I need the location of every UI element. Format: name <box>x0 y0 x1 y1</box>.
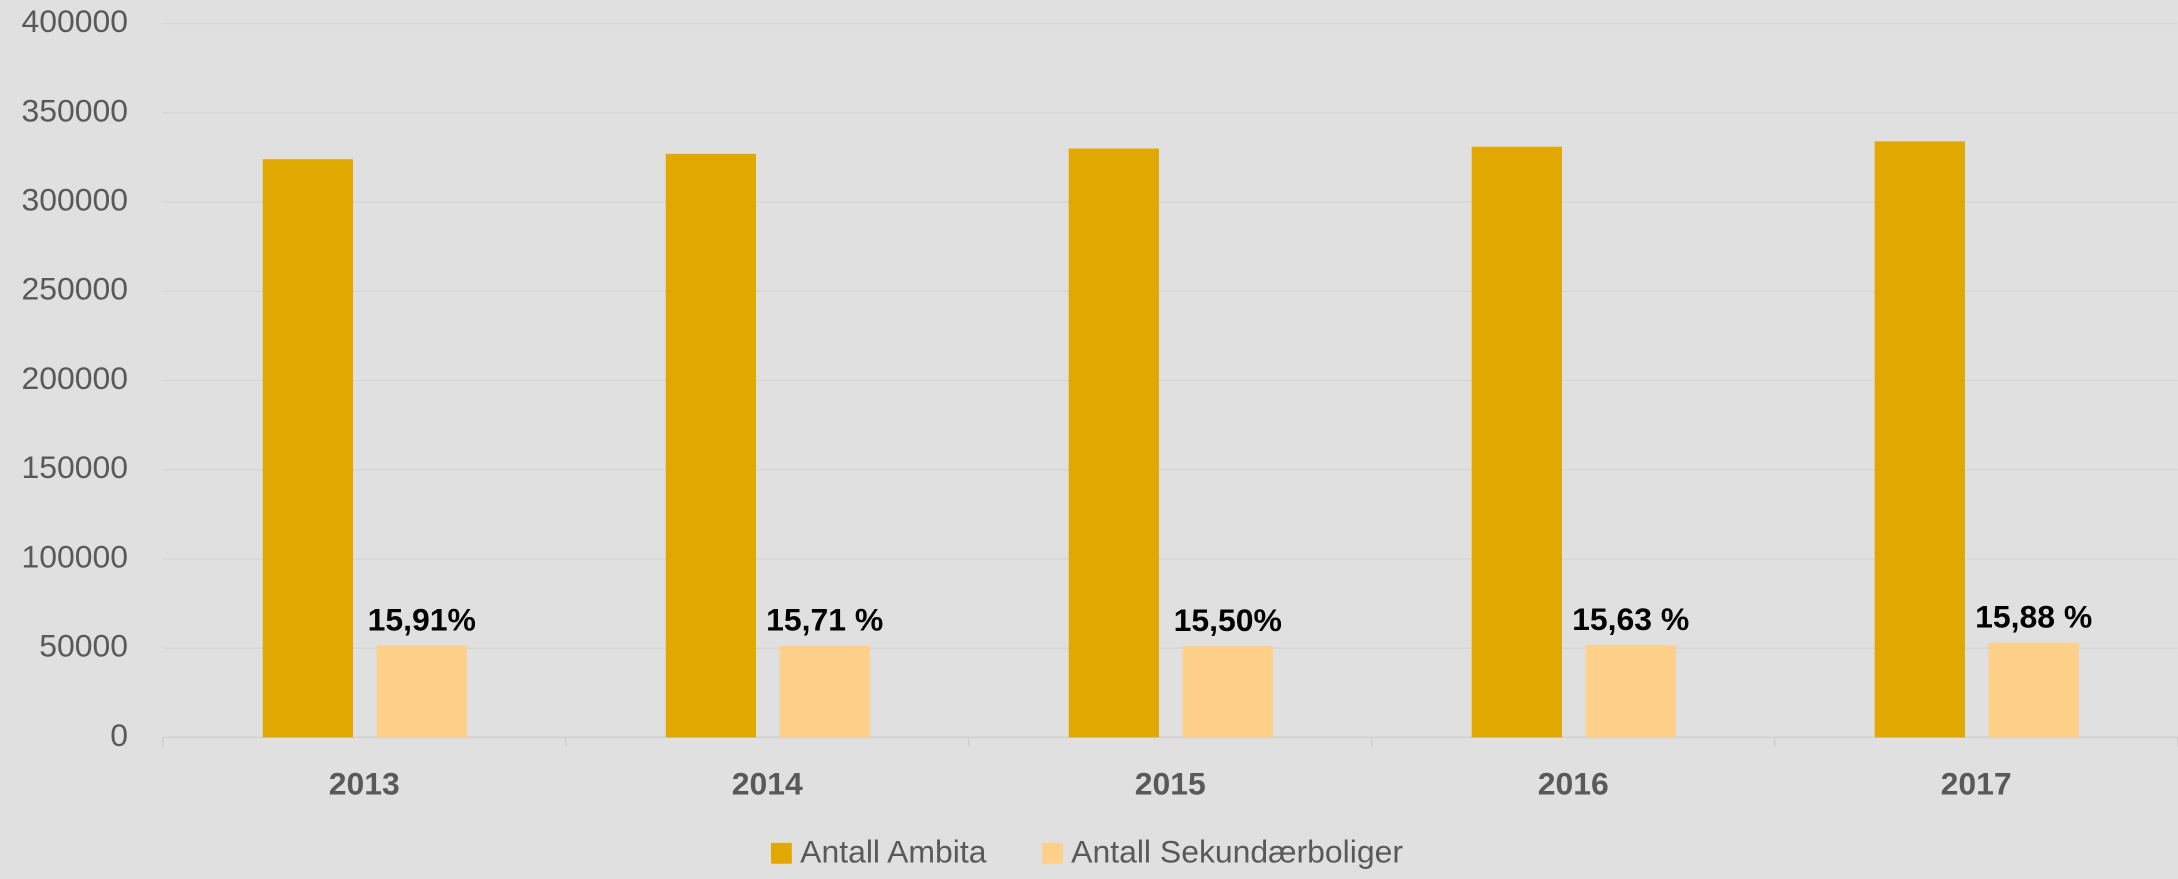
bar-annotation: 15,63 % <box>1572 601 1689 637</box>
x-tick-label: 2014 <box>732 765 803 801</box>
legend-swatch <box>1042 842 1063 864</box>
x-tick-label: 2016 <box>1538 765 1609 801</box>
bar <box>779 645 870 738</box>
x-tick-label: 2017 <box>1941 765 2012 801</box>
bar <box>1874 141 1965 738</box>
y-tick-label: 100000 <box>22 538 129 574</box>
bar <box>1585 645 1676 738</box>
bar <box>1182 645 1273 738</box>
bar <box>376 645 467 738</box>
bar <box>1068 148 1159 738</box>
bar-annotation: 15,50% <box>1174 602 1282 638</box>
x-tick-label: 2013 <box>329 765 400 801</box>
legend-label: Antall Sekundærboliger <box>1071 833 1403 869</box>
bar <box>1988 642 2079 738</box>
y-tick-label: 400000 <box>22 3 129 39</box>
bar-annotation: 15,88 % <box>1975 599 2092 635</box>
y-tick-label: 300000 <box>22 181 129 217</box>
bar-annotation: 15,91% <box>368 601 476 637</box>
y-tick-label: 150000 <box>22 449 129 485</box>
bar <box>1471 146 1562 738</box>
bar <box>262 159 354 738</box>
y-tick-label: 250000 <box>22 271 129 307</box>
y-tick-label: 50000 <box>39 628 128 664</box>
legend-label: Antall Ambita <box>800 833 987 869</box>
y-tick-label: 350000 <box>22 92 129 128</box>
legend-swatch <box>771 842 792 864</box>
y-tick-label: 200000 <box>22 360 129 396</box>
bar-annotation: 15,71 % <box>766 601 883 637</box>
y-tick-label: 0 <box>110 717 128 753</box>
bar <box>665 153 757 738</box>
x-tick-label: 2015 <box>1135 765 1206 801</box>
